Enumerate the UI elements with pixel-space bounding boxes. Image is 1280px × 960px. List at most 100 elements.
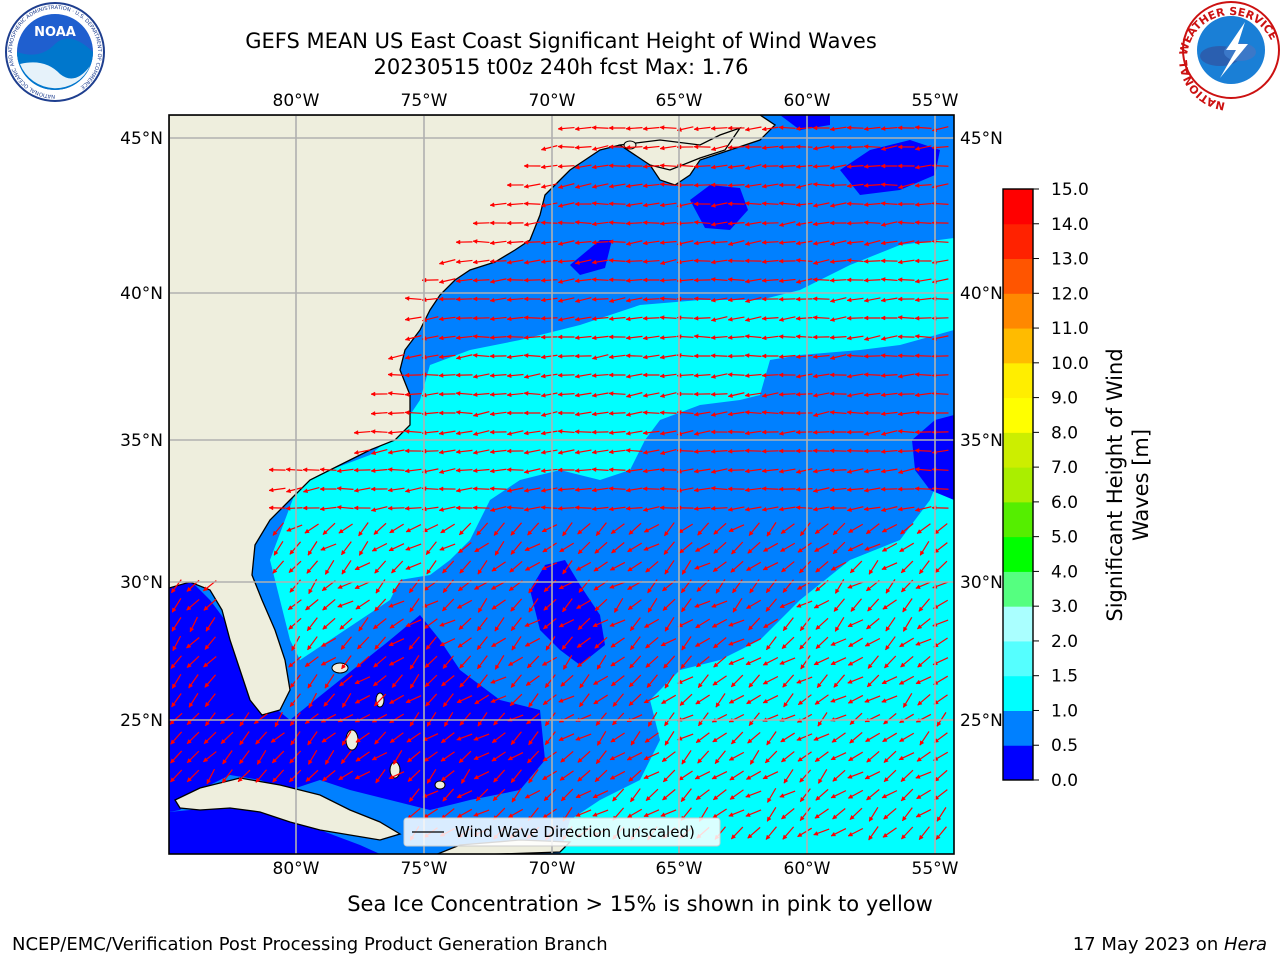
wave-direction-arrowhead — [693, 126, 699, 132]
wave-direction-arrowhead — [625, 448, 631, 453]
wave-direction-arrowhead — [847, 699, 854, 704]
wave-direction-arrowhead — [795, 373, 801, 379]
wave-direction-arrowhead — [642, 259, 648, 264]
wave-direction-arrowhead — [662, 586, 668, 592]
wave-direction-arrowhead — [562, 607, 567, 613]
wave-direction-arrowhead — [797, 700, 804, 706]
wave-direction-arrowhead — [523, 239, 529, 245]
wave-direction-arrowhead — [663, 663, 669, 669]
wave-direction-arrowhead — [778, 486, 784, 492]
wave-direction-arrowhead — [880, 486, 886, 492]
wave-direction-arrowhead — [833, 682, 839, 688]
colorbar-segment — [1003, 675, 1033, 711]
wave-direction-arrowhead — [510, 777, 516, 784]
lat-tick-right: 35°N — [960, 431, 1003, 451]
wave-direction-arrowhead — [664, 740, 670, 746]
wave-direction-arrowhead — [711, 603, 717, 608]
wave-direction-arrowhead — [745, 604, 752, 609]
wave-direction-arrowhead — [729, 775, 735, 781]
wave-direction-arrowhead — [746, 699, 752, 704]
wave-direction-arrowhead — [596, 664, 602, 670]
wave-direction-arrowhead — [744, 334, 750, 339]
wave-direction-arrowhead — [370, 391, 376, 397]
wave-direction-arrowhead — [731, 739, 737, 745]
wave-direction-arrowhead — [592, 793, 598, 799]
wave-direction-arrowhead — [693, 258, 699, 264]
wave-direction-arrowhead — [778, 410, 784, 416]
wave-direction-arrowhead — [493, 720, 499, 726]
wave-direction-arrowhead — [765, 587, 771, 594]
wave-direction-arrowhead — [559, 547, 565, 553]
wave-direction-arrowhead — [389, 738, 396, 743]
wave-direction-arrowhead — [812, 296, 818, 302]
wave-direction-arrowhead — [630, 740, 636, 746]
wave-direction-arrowhead — [899, 547, 905, 552]
wave-direction-arrowhead — [540, 373, 546, 379]
wave-direction-arrowhead — [646, 682, 652, 688]
wave-direction-arrowhead — [489, 353, 495, 359]
wave-direction-arrowhead — [507, 813, 514, 818]
wave-direction-arrowhead — [472, 468, 478, 473]
wave-direction-arrowhead — [625, 220, 631, 226]
wave-direction-arrowhead — [389, 623, 395, 629]
wave-direction-arrowhead — [761, 278, 767, 283]
wave-direction-arrowhead — [441, 681, 447, 687]
wave-direction-arrowhead — [506, 448, 512, 454]
wave-direction-arrowhead — [778, 125, 784, 130]
wave-direction-arrowhead — [900, 776, 906, 782]
wave-direction-arrowhead — [576, 643, 582, 648]
wave-direction-arrowhead — [659, 410, 665, 416]
wave-direction-arrowhead — [202, 586, 209, 592]
wave-direction-arrowhead — [491, 738, 498, 743]
wave-direction-arrowhead — [506, 410, 512, 416]
wave-direction-arrowhead — [472, 412, 479, 418]
wave-direction-arrowhead — [557, 259, 563, 264]
wave-direction-arrowhead — [783, 778, 789, 784]
wave-direction-arrowhead — [915, 774, 921, 779]
lon-tick-top: 60°W — [784, 91, 831, 111]
wave-direction-arrowhead — [863, 144, 869, 149]
wave-direction-arrowhead — [745, 566, 752, 571]
sea-ice-note: Sea Ice Concentration > 15% is shown in … — [347, 892, 933, 916]
wave-direction-arrowhead — [744, 183, 750, 189]
wave-direction-arrowhead — [321, 737, 327, 743]
wave-direction-arrowhead — [727, 182, 733, 188]
wave-direction-arrowhead — [847, 831, 854, 837]
wave-direction-arrowhead — [761, 316, 767, 321]
wave-direction-arrowhead — [473, 585, 480, 590]
wave-direction-arrowhead — [557, 279, 563, 284]
chart-subtitle: 20230515 t00z 240h fcst Max: 1.76 — [374, 55, 749, 79]
wave-direction-arrowhead — [642, 449, 648, 455]
wave-direction-arrowhead — [744, 353, 750, 358]
wave-direction-arrowhead — [900, 529, 906, 535]
wave-direction-arrowhead — [847, 546, 853, 552]
wave-direction-arrowhead — [868, 835, 874, 841]
wave-direction-arrowhead — [863, 506, 869, 512]
wave-direction-arrowhead — [239, 740, 245, 746]
wave-direction-arrowhead — [867, 606, 873, 612]
wave-direction-arrowhead — [592, 622, 598, 627]
wave-direction-arrowhead — [456, 793, 462, 799]
wave-direction-arrowhead — [438, 507, 444, 512]
wave-direction-arrowhead — [289, 701, 295, 708]
wave-direction-arrowhead — [885, 588, 891, 594]
wave-direction-arrowhead — [540, 202, 546, 208]
wave-direction-arrowhead — [645, 567, 651, 573]
wave-direction-arrowhead — [455, 410, 461, 415]
wave-direction-arrowhead — [558, 698, 564, 703]
wave-direction-arrowhead — [695, 623, 701, 629]
wave-direction-arrowhead — [659, 163, 665, 169]
wave-direction-arrowhead — [829, 259, 835, 265]
wave-direction-arrowhead — [424, 682, 430, 688]
wave-direction-arrowhead — [914, 315, 920, 321]
wave-direction-arrowhead — [914, 146, 920, 151]
colorbar-segment — [1003, 362, 1033, 399]
wave-direction-arrowhead — [409, 683, 415, 689]
wave-direction-arrowhead — [847, 622, 853, 627]
wave-direction-arrowhead — [506, 505, 512, 511]
wave-direction-arrowhead — [579, 683, 585, 689]
wave-direction-arrowhead — [404, 410, 410, 416]
wave-direction-arrowhead — [253, 719, 260, 724]
colorbar-segment — [1003, 328, 1033, 364]
wave-direction-arrowhead — [524, 546, 530, 551]
